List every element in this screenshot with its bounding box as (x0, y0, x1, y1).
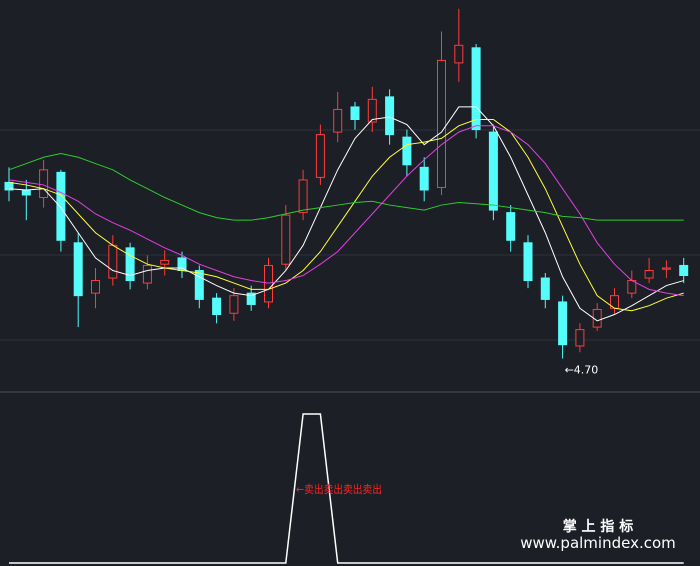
candle-body (142, 264, 152, 284)
candle-body (246, 292, 256, 305)
candle-body (540, 277, 550, 300)
candle-body (575, 329, 585, 347)
watermark-title: 掌 上 指 标 (563, 518, 634, 535)
candle-body (350, 106, 360, 121)
candle-body (298, 179, 308, 214)
candle-body (437, 59, 446, 188)
candle-body (679, 264, 689, 277)
candle-body (73, 242, 83, 297)
moving-average-line (8, 119, 684, 312)
watermark-url: www.palmindex.com (520, 534, 676, 552)
candle-body (454, 44, 464, 64)
candle-body (160, 259, 170, 265)
candle-body (281, 214, 291, 265)
low-marker: ←4.70 (565, 364, 599, 377)
candle-body (661, 267, 671, 270)
candle-body (523, 242, 533, 282)
candle-body (333, 108, 343, 133)
candle-body (177, 257, 187, 271)
candle-body (385, 96, 395, 136)
candle-body (419, 166, 429, 191)
moving-average-line (8, 152, 684, 221)
signal-text: ←卖出卖出卖出卖出 (296, 482, 382, 496)
candle-body (56, 171, 66, 241)
candle-body (39, 169, 49, 199)
candle-body (108, 244, 118, 279)
candle-body (264, 264, 273, 303)
candle-body (644, 269, 654, 279)
moving-average-line (8, 125, 684, 297)
candle-body (315, 134, 325, 178)
candle-body (91, 280, 100, 294)
candle-body (194, 269, 204, 300)
candle-body (21, 189, 31, 196)
moving-average-line (8, 106, 684, 322)
candle-body (367, 98, 377, 123)
candle-body (125, 247, 135, 282)
candle-body (488, 131, 498, 211)
candle-body (506, 212, 516, 241)
candle-body (558, 301, 568, 346)
candle-body (212, 297, 222, 316)
candle-body (471, 47, 481, 131)
candle-body (402, 136, 412, 166)
indicator-line (9, 413, 684, 564)
candle-body (229, 295, 239, 314)
